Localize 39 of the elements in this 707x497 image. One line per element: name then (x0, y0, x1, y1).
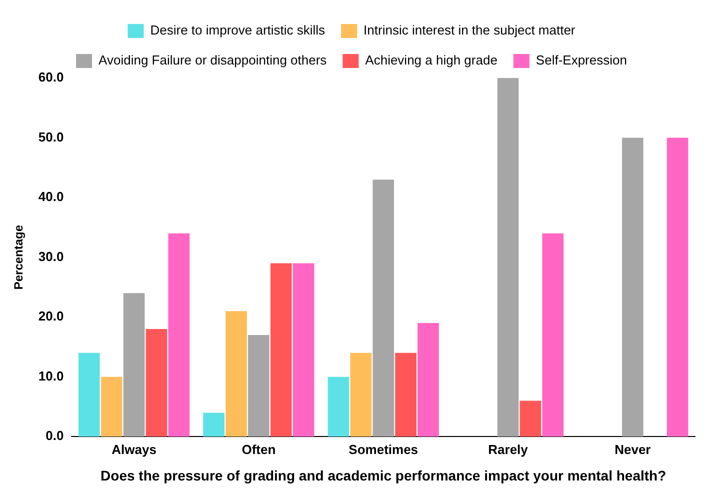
y-tick-label: 0.0 (46, 428, 64, 444)
bar (270, 263, 292, 437)
bar (418, 323, 439, 437)
bar (226, 311, 247, 437)
bar (372, 180, 394, 437)
bar (497, 78, 519, 437)
bar (542, 233, 564, 437)
x-tick-label: Sometimes (348, 442, 418, 457)
y-tick-label: 60.0 (38, 70, 64, 85)
y-axis-title: Percentage (12, 224, 26, 290)
bar (123, 293, 145, 437)
bar (395, 352, 416, 437)
y-tick-label: 10.0 (38, 368, 64, 384)
legend-label: Desire to improve artistic skills (150, 22, 326, 38)
x-tick-label: Never (614, 442, 651, 457)
legend-label: Avoiding Failure or disappointing others (98, 52, 328, 68)
bar (328, 376, 350, 437)
x-tick-label: Always (112, 442, 156, 457)
bar (520, 400, 542, 437)
x-axis-title: Does the pressure of grading and academic performance impact your mental health? (100, 467, 666, 484)
bar (100, 376, 122, 437)
bar (292, 263, 314, 437)
y-tick-label: 30.0 (38, 248, 64, 264)
bar (78, 352, 100, 437)
bar (248, 334, 270, 437)
bar (622, 138, 644, 437)
y-tick-label: 40.0 (38, 189, 64, 204)
bar (666, 138, 688, 437)
legend-label: Achieving a high grade (365, 52, 498, 68)
legend-label: Intrinsic interest in the subject matter (364, 22, 576, 38)
bar (168, 233, 190, 437)
x-tick-label: Rarely (488, 442, 529, 457)
bar (203, 412, 224, 437)
y-tick-label: 20.0 (38, 308, 64, 324)
legend-label: Self-Expression (536, 52, 627, 68)
y-tick-label: 50.0 (38, 129, 64, 144)
bar (146, 329, 168, 437)
x-tick-label: Often (242, 442, 276, 457)
bar (350, 352, 372, 437)
